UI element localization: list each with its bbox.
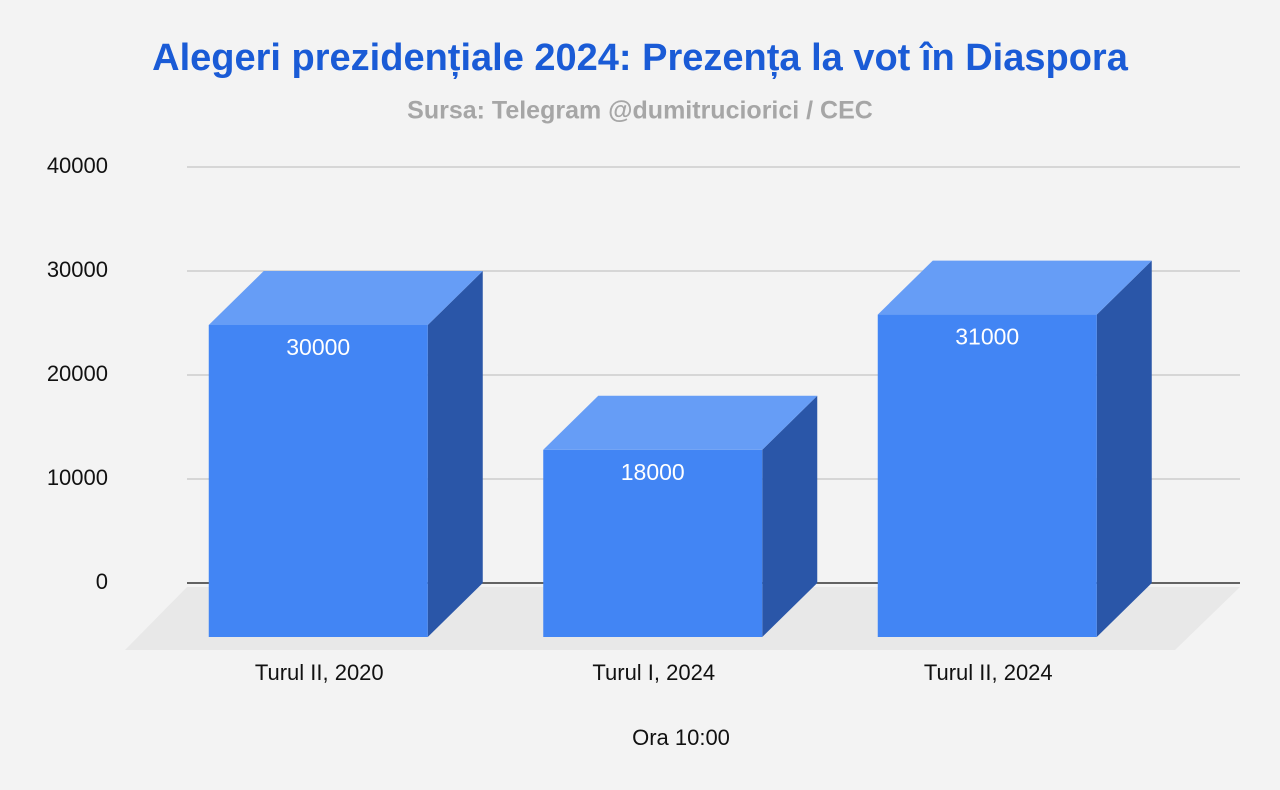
bar-side xyxy=(762,395,818,637)
x-tick-label: Turul II, 2024 xyxy=(924,660,1053,685)
value-label: 30000 xyxy=(286,334,350,360)
y-tick-label: 30000 xyxy=(47,257,108,282)
bar-top xyxy=(208,271,483,325)
bar-top xyxy=(877,260,1152,315)
bar xyxy=(543,449,763,637)
bar-side xyxy=(1096,260,1152,637)
y-tick-label: 40000 xyxy=(47,153,108,178)
chart-title: Alegeri prezidențiale 2024: Prezența la … xyxy=(152,37,1129,79)
bar-side xyxy=(427,271,483,637)
y-tick-label: 20000 xyxy=(47,361,108,386)
x-tick-label: Turul II, 2020 xyxy=(255,660,384,685)
x-tick-label: Turul I, 2024 xyxy=(592,660,715,685)
y-tick-label: 0 xyxy=(96,569,108,594)
bar xyxy=(877,314,1097,637)
x-axis-title: Ora 10:00 xyxy=(632,725,730,750)
y-tick-label: 10000 xyxy=(47,465,108,490)
bar-top xyxy=(543,395,818,450)
value-label: 18000 xyxy=(621,459,685,485)
chart-subtitle: Sursa: Telegram @dumitruciorici / CEC xyxy=(407,97,873,125)
bar xyxy=(208,325,428,637)
value-label: 31000 xyxy=(955,324,1019,350)
